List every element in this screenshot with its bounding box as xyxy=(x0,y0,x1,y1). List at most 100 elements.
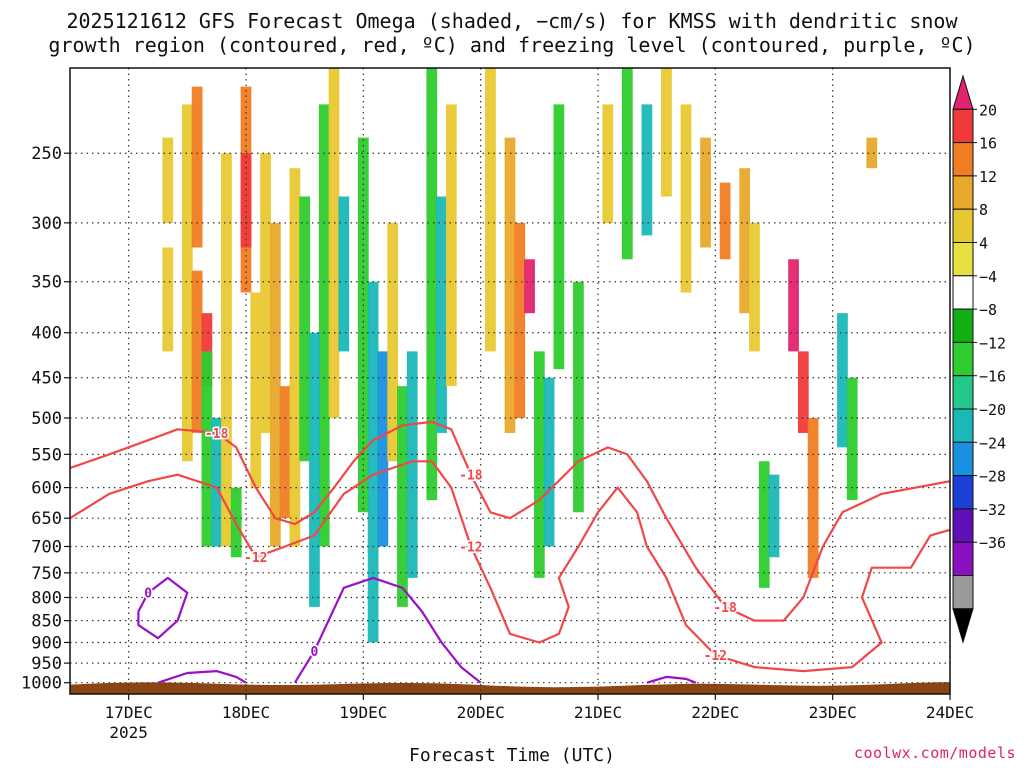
colorbar-tick-label: −4 xyxy=(979,268,997,286)
plot-frame xyxy=(69,67,951,695)
colorbar-segment xyxy=(952,308,974,343)
colorbar-segment xyxy=(952,575,974,610)
omega-cell xyxy=(357,137,369,513)
colorbar-segment xyxy=(952,475,974,510)
y-tick-label: 450 xyxy=(31,369,62,389)
colorbar-tick-label: −28 xyxy=(979,468,1006,486)
chart-title-line2: growth region (contoured, red, ºC) and f… xyxy=(48,33,976,57)
colorbar-tick-label: −8 xyxy=(979,301,997,319)
omega-cell xyxy=(279,386,291,519)
omega-cell xyxy=(749,222,760,352)
omega-cell xyxy=(162,247,174,352)
x-tick-label: 20DEC xyxy=(457,703,505,722)
colorbar-segment xyxy=(952,541,974,577)
omega-cell xyxy=(739,168,751,314)
omega-cell xyxy=(328,68,340,418)
y-axis: 2503003504004505005506006507007508008509… xyxy=(21,144,70,694)
y-tick-label: 500 xyxy=(31,409,62,429)
omega-cell xyxy=(504,137,516,433)
omega-cell xyxy=(397,386,408,607)
colorbar-segment xyxy=(952,341,974,377)
omega-cell xyxy=(553,104,565,370)
x-tick-label: 21DEC xyxy=(574,703,622,722)
dgz-contour-label: -18 xyxy=(713,601,737,616)
omega-cell xyxy=(524,259,535,314)
colorbar-segment xyxy=(952,608,974,644)
omega-cell xyxy=(201,313,213,387)
colorbar-tick-label: 20 xyxy=(979,101,997,119)
omega-cell xyxy=(680,104,692,293)
x-tick-label: 23DEC xyxy=(809,703,857,722)
omega-cell xyxy=(621,68,633,260)
omega-cell xyxy=(758,461,770,588)
freezing-level-contour xyxy=(157,670,247,684)
y-tick-label: 400 xyxy=(31,324,62,344)
omega-cell xyxy=(768,474,780,558)
contour-lines xyxy=(70,420,950,684)
y-tick-label: 700 xyxy=(31,537,62,557)
terrain-area xyxy=(70,682,950,694)
freezing-level-contour-label: 0 xyxy=(311,645,319,660)
omega-cell xyxy=(866,137,878,169)
colorbar-segment xyxy=(952,142,974,177)
colorbar-segment xyxy=(952,74,974,110)
colorbar-segment xyxy=(952,408,974,443)
omega-cell xyxy=(201,351,213,547)
y-tick-label: 750 xyxy=(31,564,62,584)
dgz-contour-label: -18 xyxy=(205,427,229,442)
terrain-fill xyxy=(70,682,950,694)
colorbar-segment xyxy=(952,108,974,144)
colorbar: 20 16 12 8 4 −4 −8 −12 −16 −20 −24 −28 −32 −36 xyxy=(952,74,1006,644)
omega-cell xyxy=(269,222,281,547)
omega-cell xyxy=(514,222,526,418)
dgz-contour-label: -12 xyxy=(244,551,267,566)
x-tick-label: 17DEC xyxy=(105,703,153,722)
omega-cell xyxy=(533,351,545,578)
omega-cell xyxy=(837,313,848,448)
y-tick-label: 950 xyxy=(31,654,62,674)
dgz-contour-label: -18 xyxy=(459,469,483,484)
contour-labels: -18 -18 -18 -12 -12 -12 0 0 xyxy=(143,425,739,665)
colorbar-tick-label: −16 xyxy=(979,368,1006,386)
colorbar-tick-label: 4 xyxy=(979,235,988,253)
y-tick-label: 250 xyxy=(31,144,62,164)
colorbar-tick-label: −32 xyxy=(979,501,1006,519)
omega-cell xyxy=(387,222,399,462)
y-tick-label: 1000 xyxy=(21,674,62,694)
x-tick-label: 24DEC xyxy=(926,703,974,722)
omega-cell xyxy=(309,332,320,607)
x-tick-label: 19DEC xyxy=(339,703,387,722)
x-axis: 17DEC 18DEC 19DEC 20DEC 21DEC 22DEC 23DEC 24DEC… xyxy=(105,694,974,742)
omega-cell xyxy=(191,270,203,433)
omega-cell xyxy=(377,351,389,547)
y-tick-label: 300 xyxy=(31,214,62,234)
dgz-contour xyxy=(70,420,950,622)
freezing-level-contour xyxy=(646,675,697,684)
colorbar-segment xyxy=(952,208,974,243)
omega-cell xyxy=(807,417,819,578)
freezing-level-contour xyxy=(137,576,189,640)
omega-cell xyxy=(299,196,311,462)
omega-cell xyxy=(445,104,457,387)
omega-cell xyxy=(641,104,653,236)
omega-cell xyxy=(162,137,174,223)
omega-cell xyxy=(338,196,350,352)
colorbar-segment xyxy=(952,441,974,477)
omega-cell xyxy=(318,104,330,547)
omega-cell xyxy=(573,281,584,513)
dgz-contour xyxy=(70,460,950,673)
omega-cell xyxy=(602,104,614,223)
omega-cell xyxy=(250,292,262,488)
x-axis-label: Forecast Time (UTC) xyxy=(409,745,615,766)
chart-title: 2025121612 GFS Forecast Omega (shaded, −… xyxy=(66,9,958,33)
credit-text: coolwx.com/models xyxy=(853,744,1016,762)
y-tick-label: 800 xyxy=(31,588,62,608)
y-tick-label: 900 xyxy=(31,633,62,653)
colorbar-segment xyxy=(952,508,974,543)
omega-cell xyxy=(719,182,731,260)
colorbar-tick-label: 16 xyxy=(979,135,997,153)
omega-cell xyxy=(788,259,799,352)
colorbar-tick-label: 12 xyxy=(979,168,997,186)
colorbar-segment xyxy=(952,242,974,277)
